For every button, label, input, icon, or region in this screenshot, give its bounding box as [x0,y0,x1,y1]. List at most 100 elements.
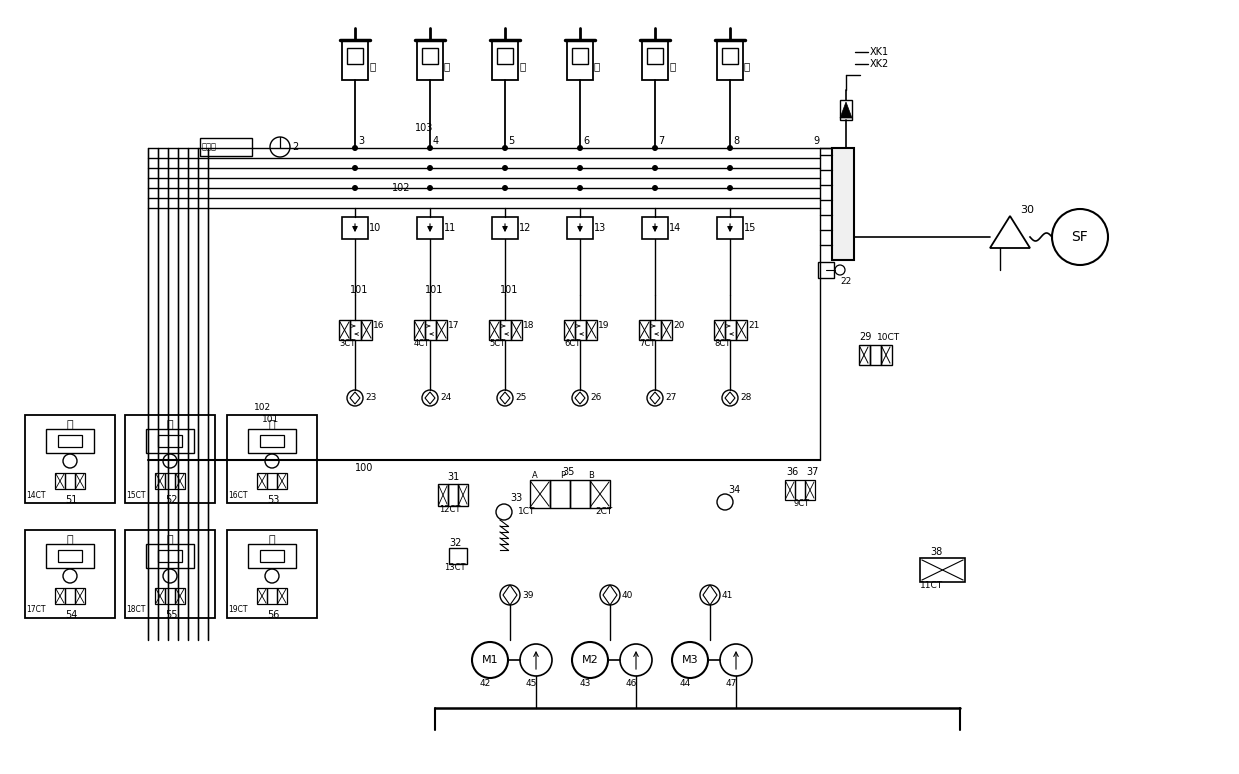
Bar [642,40,668,80]
Text: 101: 101 [501,285,518,295]
Bar [25,415,115,503]
Bar [361,320,372,340]
Bar [256,473,266,489]
Bar [155,588,165,604]
Bar [449,548,467,564]
Circle shape [352,165,358,171]
Text: 19CT: 19CT [228,605,248,615]
Circle shape [577,185,584,191]
Text: 15CT: 15CT [126,491,145,499]
Text: 10CT: 10CT [877,333,900,341]
Text: 36: 36 [786,467,798,477]
Bar [647,48,663,64]
Circle shape [652,165,658,171]
Text: 23: 23 [366,393,377,402]
Bar [510,320,522,340]
Text: 103: 103 [415,123,434,133]
Circle shape [502,145,508,151]
Bar [567,217,593,239]
Bar [586,320,596,340]
Text: 33: 33 [510,493,523,503]
Text: 3: 3 [358,136,364,146]
Bar [818,262,834,278]
Bar [256,588,266,604]
Text: 左: 左 [167,420,173,430]
Text: 9: 9 [813,136,819,146]
Bar [175,588,185,604]
Text: 2: 2 [292,142,299,152]
Text: 100: 100 [356,463,373,473]
Circle shape [577,165,584,171]
Text: 40: 40 [622,591,633,600]
Text: 37: 37 [807,467,819,477]
Bar [266,588,278,604]
Bar [165,473,175,489]
Text: 后: 后 [67,535,73,545]
Text: 左: 左 [593,61,600,71]
Bar [492,40,518,80]
Bar [227,415,317,503]
Text: 30: 30 [1020,205,1035,215]
Bar [795,480,805,500]
Polygon shape [840,102,852,118]
Text: 12: 12 [519,223,532,233]
Text: 26: 26 [590,393,601,402]
Bar [278,588,287,604]
Text: 17CT: 17CT [26,605,46,615]
Text: 29: 29 [859,332,871,342]
Text: 24: 24 [440,393,451,402]
Bar [248,544,296,568]
Bar [488,320,499,340]
Text: 51: 51 [64,495,77,505]
Circle shape [652,185,658,191]
Text: 45: 45 [527,680,538,689]
Text: 6: 6 [584,136,589,146]
Circle shape [502,185,508,191]
Text: SF: SF [1072,230,1088,244]
Text: 上: 上 [519,61,525,71]
Circle shape [427,185,432,191]
Text: 25: 25 [515,393,527,402]
Text: 101: 101 [425,285,444,295]
Bar [717,217,743,239]
Bar [227,530,317,618]
Bar [786,480,795,500]
Bar [76,473,85,489]
Text: 54: 54 [64,610,77,620]
Bar [439,484,449,506]
Bar [146,544,195,568]
Text: M2: M2 [581,655,598,665]
Bar [805,480,815,500]
Circle shape [727,165,733,171]
Bar [530,480,550,508]
Text: 41: 41 [722,591,733,600]
Bar [425,320,435,340]
Bar [165,588,175,604]
Text: 右: 右 [269,535,275,545]
Text: 8CT: 8CT [714,340,730,348]
Text: 3CT: 3CT [339,340,356,348]
Bar [638,320,649,340]
Bar [146,429,195,453]
Text: 1CT: 1CT [518,508,535,516]
Bar [125,530,216,618]
Text: 44: 44 [680,680,691,689]
Text: 16CT: 16CT [228,491,248,499]
Bar [660,320,672,340]
Text: 7: 7 [658,136,664,146]
Text: 右: 右 [369,61,375,71]
Text: 前: 前 [444,61,450,71]
Circle shape [502,165,508,171]
Text: 31: 31 [447,472,460,482]
Text: 13: 13 [593,223,606,233]
Text: 102: 102 [254,402,271,412]
Text: 后: 后 [669,61,675,71]
Circle shape [427,165,432,171]
Bar [260,550,284,562]
Text: XK2: XK2 [870,59,890,69]
Bar [46,544,94,568]
Circle shape [427,145,432,151]
Bar [870,345,881,365]
Bar [499,320,510,340]
Bar [458,484,468,506]
